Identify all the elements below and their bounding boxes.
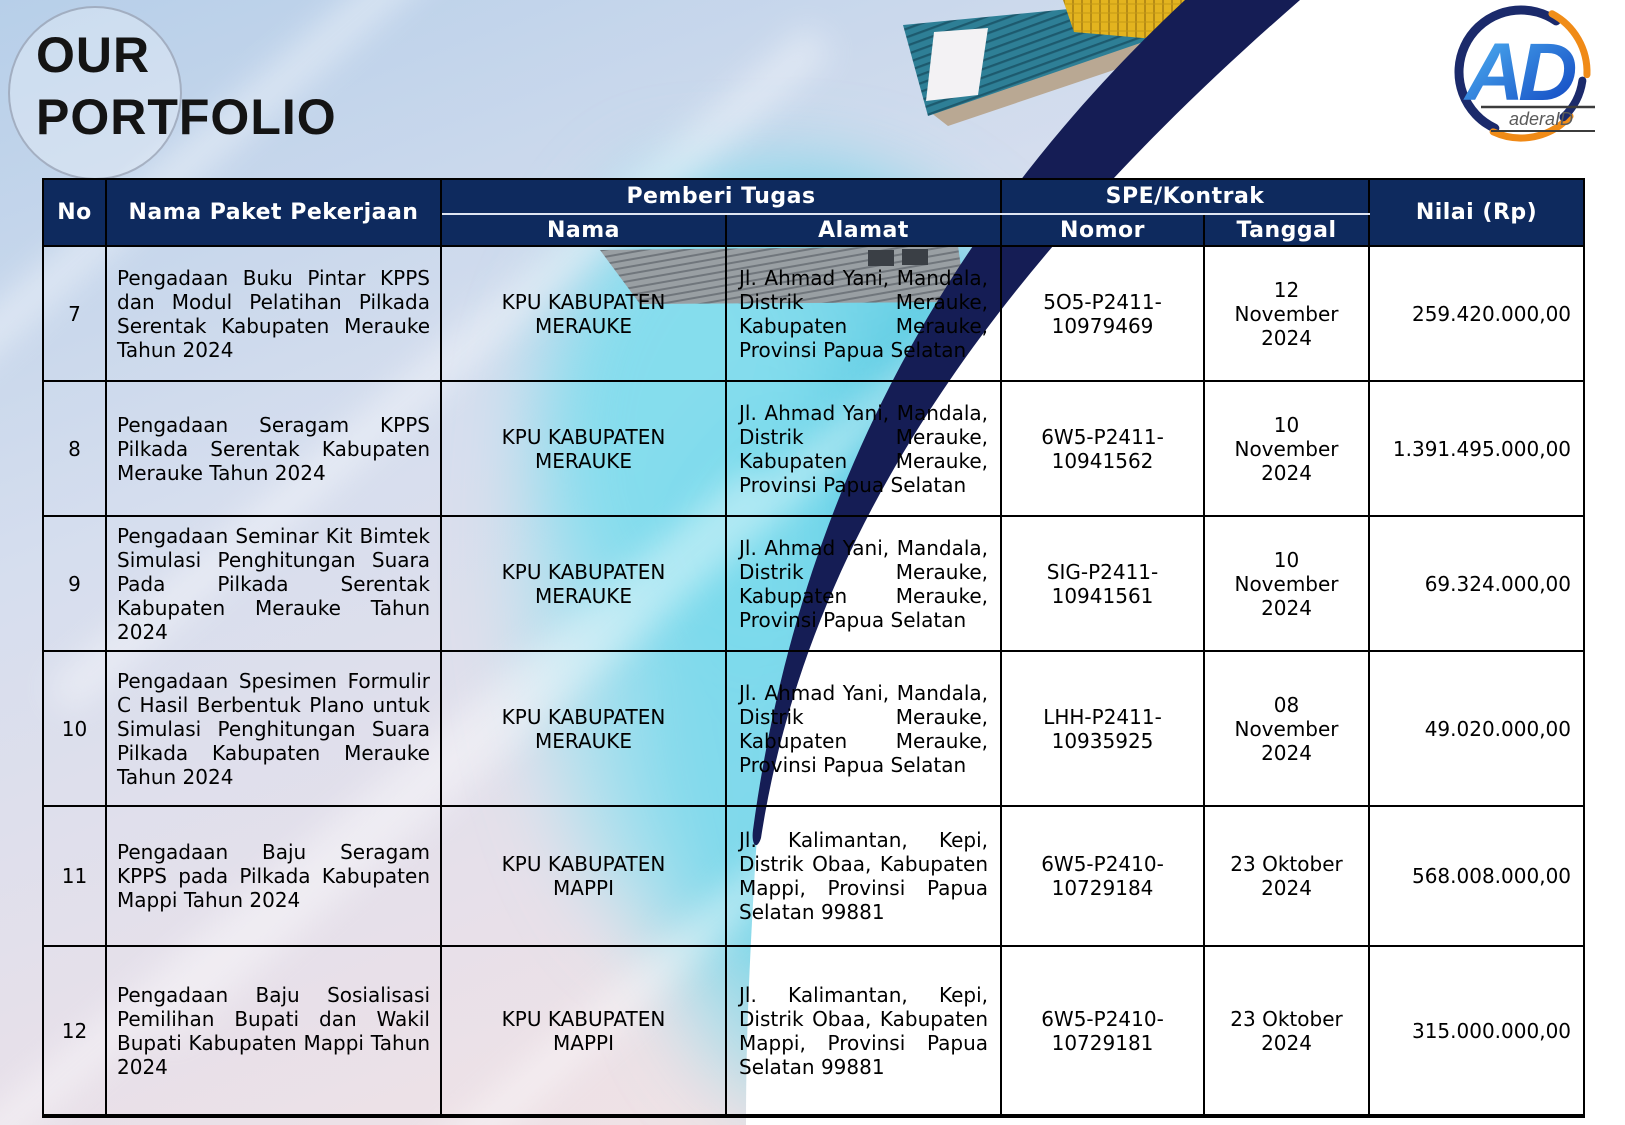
table-row: 9 Pengadaan Seminar Kit Bimtek Simulasi … xyxy=(42,515,1586,652)
col-header-no: No xyxy=(42,178,107,247)
cell-nama-paket: Pengadaan Seragam KPPS Pilkada Serentak … xyxy=(105,380,442,517)
logo-monogram: AD xyxy=(1463,27,1575,118)
cell-no: 10 xyxy=(42,650,107,807)
cell-nama-paket: Pengadaan Seminar Kit Bimtek Simulasi Pe… xyxy=(105,515,442,652)
cell-nilai: 49.020.000,00 xyxy=(1368,650,1586,807)
table-header: No Nama Paket Pekerjaan Pemberi Tugas SP… xyxy=(42,178,1586,247)
cell-pemberi-alamat: Jl. Ahmad Yani, Mandala, Distrik Merauke… xyxy=(724,650,1003,807)
cell-kontrak-nomor: LHH-P2411-10935925 xyxy=(1000,650,1206,807)
cell-kontrak-nomor: 6W5-P2411-10941562 xyxy=(1000,380,1206,517)
cell-pemberi-nama: KPU KABUPATEN MERAUKE xyxy=(440,650,727,807)
cell-kontrak-nomor: 6W5-P2410-10729181 xyxy=(1000,945,1206,1118)
table-row: 11 Pengadaan Baju Seragam KPPS pada Pilk… xyxy=(42,805,1586,947)
cell-pemberi-alamat: Jl. Ahmad Yani, Mandala, Distrik Merauke… xyxy=(724,245,1003,382)
page-title: OUR PORTFOLIO xyxy=(36,27,337,145)
cell-no: 7 xyxy=(42,245,107,382)
cell-pemberi-nama: KPU KABUPATEN MERAUKE xyxy=(440,515,727,652)
cell-nilai: 1.391.495.000,00 xyxy=(1368,380,1586,517)
cell-nama-paket: Pengadaan Buku Pintar KPPS dan Modul Pel… xyxy=(105,245,442,382)
cell-pemberi-alamat: Jl. Ahmad Yani, Mandala, Distrik Merauke… xyxy=(724,515,1003,652)
cell-kontrak-tanggal: 23 Oktober 2024 xyxy=(1203,945,1371,1118)
cell-kontrak-tanggal: 10 November 2024 xyxy=(1203,515,1371,652)
cell-kontrak-nomor: 6W5-P2410-10729184 xyxy=(1000,805,1206,947)
col-header-alamat: Alamat xyxy=(724,213,1003,247)
cell-nama-paket: Pengadaan Baju Sosialisasi Pemilihan Bup… xyxy=(105,945,442,1118)
logo-subtext: aderaID xyxy=(1509,109,1573,129)
col-header-nama-paket: Nama Paket Pekerjaan xyxy=(105,178,442,247)
portfolio-table-body: 7 Pengadaan Buku Pintar KPPS dan Modul P… xyxy=(42,245,1586,1118)
col-header-tanggal: Tanggal xyxy=(1203,213,1371,247)
col-header-pemberi-tugas: Pemberi Tugas xyxy=(439,178,1003,215)
portfolio-table: No Nama Paket Pekerjaan Pemberi Tugas SP… xyxy=(42,178,1586,1118)
logo-ring xyxy=(1451,4,1591,142)
table-row: 12 Pengadaan Baju Sosialisasi Pemilihan … xyxy=(42,945,1586,1118)
cell-kontrak-tanggal: 10 November 2024 xyxy=(1203,380,1371,517)
col-header-nilai: Nilai (Rp) xyxy=(1368,178,1586,247)
cell-pemberi-alamat: Jl. Ahmad Yani, Mandala, Distrik Merauke… xyxy=(724,380,1003,517)
cell-no: 12 xyxy=(42,945,107,1118)
col-header-spe-kontrak: SPE/Kontrak xyxy=(1000,178,1371,215)
cell-kontrak-nomor: SIG-P2411-10941561 xyxy=(1000,515,1206,652)
cell-pemberi-nama: KPU KABUPATEN MERAUKE xyxy=(440,245,727,382)
col-header-nomor: Nomor xyxy=(1000,213,1206,247)
col-header-nama: Nama xyxy=(440,213,727,247)
cell-kontrak-nomor: 5O5-P2411-10979469 xyxy=(1000,245,1206,382)
cell-pemberi-nama: KPU KABUPATEN MAPPI xyxy=(440,805,727,947)
company-logo: AD aderaID xyxy=(1451,4,1595,142)
cell-nilai: 259.420.000,00 xyxy=(1368,245,1586,382)
cell-pemberi-alamat: Jl. Kalimantan, Kepi, Distrik Obaa, Kabu… xyxy=(724,945,1003,1118)
cell-kontrak-tanggal: 23 Oktober 2024 xyxy=(1203,805,1371,947)
cell-nilai: 69.324.000,00 xyxy=(1368,515,1586,652)
cell-pemberi-nama: KPU KABUPATEN MAPPI xyxy=(440,945,727,1118)
cell-nama-paket: Pengadaan Baju Seragam KPPS pada Pilkada… xyxy=(105,805,442,947)
cell-nama-paket: Pengadaan Spesimen Formulir C Hasil Berb… xyxy=(105,650,442,807)
table-row: 7 Pengadaan Buku Pintar KPPS dan Modul P… xyxy=(42,245,1586,382)
table-row: 10 Pengadaan Spesimen Formulir C Hasil B… xyxy=(42,650,1586,807)
cell-kontrak-tanggal: 08 November 2024 xyxy=(1203,650,1371,807)
cell-no: 11 xyxy=(42,805,107,947)
cell-no: 9 xyxy=(42,515,107,652)
title-circle-decoration xyxy=(8,6,182,180)
cell-nilai: 568.008.000,00 xyxy=(1368,805,1586,947)
cell-pemberi-alamat: Jl. Kalimantan, Kepi, Distrik Obaa, Kabu… xyxy=(724,805,1003,947)
cell-pemberi-nama: KPU KABUPATEN MERAUKE xyxy=(440,380,727,517)
table-row: 8 Pengadaan Seragam KPPS Pilkada Serenta… xyxy=(42,380,1586,517)
cell-no: 8 xyxy=(42,380,107,517)
cell-kontrak-tanggal: 12 November 2024 xyxy=(1203,245,1371,382)
cell-nilai: 315.000.000,00 xyxy=(1368,945,1586,1118)
